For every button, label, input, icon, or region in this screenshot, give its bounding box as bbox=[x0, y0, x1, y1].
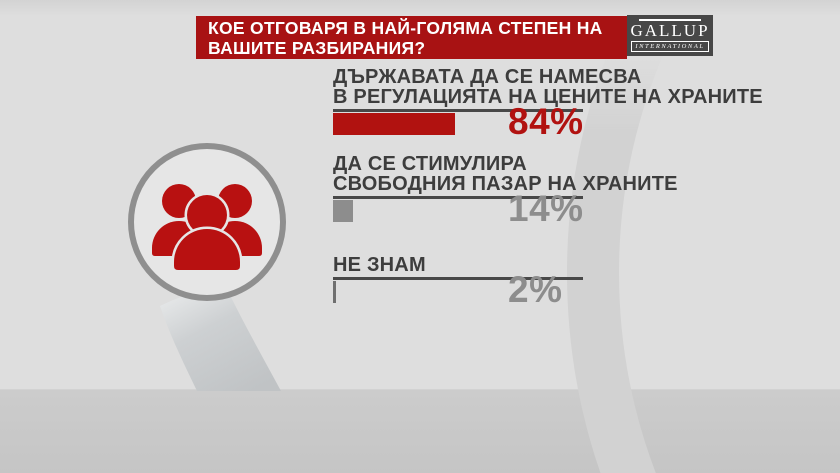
bar-row: 14% bbox=[333, 190, 803, 227]
category-label: НЕ ЗНАМ bbox=[333, 254, 426, 276]
people-group-icon bbox=[152, 184, 262, 273]
question-line-1: КОЕ ОТГОВАРЯ В НАЙ-ГОЛЯМА СТЕПЕН НА bbox=[208, 18, 603, 38]
gallup-logo: GALLUP INTERNATIONAL bbox=[627, 15, 713, 56]
divider-rule bbox=[333, 277, 583, 280]
value-label: 84% bbox=[508, 101, 584, 142]
logo-subtitle-text: INTERNATIONAL bbox=[631, 41, 709, 52]
value-bar bbox=[333, 200, 353, 222]
ring-arc-swoosh bbox=[567, 0, 690, 473]
bar-row: 84% bbox=[333, 103, 803, 140]
question-line-2: ВАШИТЕ РАЗБИРАНИЯ? bbox=[208, 38, 426, 58]
divider-rule bbox=[333, 196, 583, 199]
chart-item: НЕ ЗНАМ 2% bbox=[333, 254, 803, 308]
divider-rule bbox=[333, 109, 583, 112]
category-label: ДА СЕ СТИМУЛИРА СВОБОДНИЯ ПАЗАР НА ХРАНИТ… bbox=[333, 153, 678, 195]
value-bar bbox=[333, 281, 336, 303]
value-label: 14% bbox=[508, 188, 584, 229]
bar-chart: ДЪРЖАВАТА ДА СЕ НАМЕСВА В РЕГУЛАЦИЯТА НА … bbox=[333, 67, 803, 322]
category-label: ДЪРЖАВАТА ДА СЕ НАМЕСВА В РЕГУЛАЦИЯТА НА … bbox=[333, 66, 763, 108]
chart-item: ДА СЕ СТИМУЛИРА СВОБОДНИЯ ПАЗАР НА ХРАНИТ… bbox=[333, 153, 803, 227]
question-header: КОЕ ОТГОВАРЯ В НАЙ-ГОЛЯМА СТЕПЕН НА ВАШИ… bbox=[196, 16, 627, 59]
value-label: 2% bbox=[508, 269, 563, 310]
people-circle-badge bbox=[128, 143, 286, 301]
logo-brand-text: GALLUP bbox=[630, 21, 710, 40]
logo-rule bbox=[639, 19, 701, 21]
value-bar bbox=[333, 113, 455, 135]
ribbon-swoosh bbox=[160, 287, 281, 391]
floor-background bbox=[0, 389, 840, 473]
bar-row: 2% bbox=[333, 271, 803, 308]
chart-item: ДЪРЖАВАТА ДА СЕ НАМЕСВА В РЕГУЛАЦИЯТА НА … bbox=[333, 66, 803, 140]
